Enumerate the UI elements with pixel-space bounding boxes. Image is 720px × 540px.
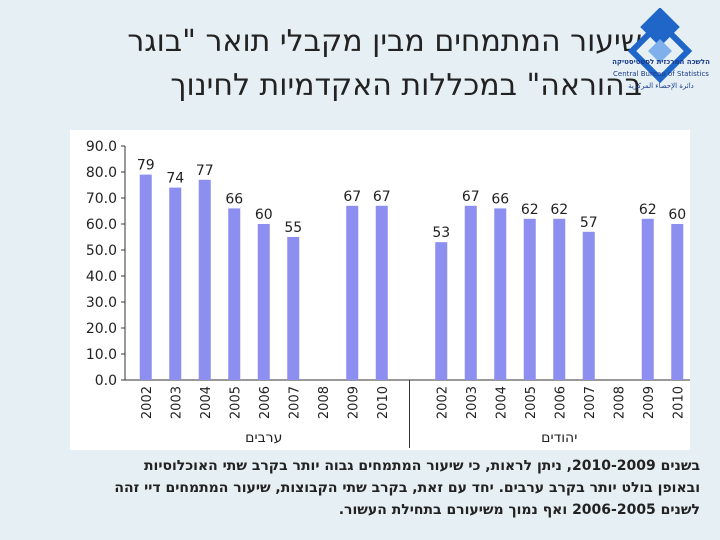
bar-value-label: 67 [343, 189, 361, 205]
bar [553, 218, 566, 380]
bar [257, 224, 270, 380]
bar [464, 205, 477, 380]
y-tick-label: 90.0 [86, 139, 117, 155]
logo-name-he: הלשכה המרכזית לסטטיסטיקה [612, 58, 710, 66]
group-label: ערבים [245, 430, 282, 446]
x-tick-label: 2008 [612, 386, 627, 419]
chart-panel: 90.0 80.0 70.0 60.0 50.0 40.0 30.0 20.0 10.0 0.0 7… [70, 130, 694, 450]
title-line-2: בהוראה" במכללות האקדמיות לחינוך [170, 68, 642, 103]
y-tick-label: 0.0 [95, 373, 117, 389]
x-tick-label: 2009 [346, 386, 361, 419]
bar [228, 208, 241, 380]
bar [582, 231, 595, 380]
bar-value-label: 57 [580, 215, 598, 231]
x-tick-label: 2010 [671, 386, 686, 419]
bar-value-label: 74 [166, 171, 184, 187]
cbs-logo-icon [627, 8, 693, 84]
bar-value-label: 62 [550, 202, 568, 218]
bar-value-label: 67 [373, 189, 391, 205]
x-tick-label: 2005 [524, 386, 539, 419]
x-tick-label: 2004 [494, 386, 509, 419]
x-tick-label: 2007 [287, 386, 302, 419]
bar-chart: 90.0 80.0 70.0 60.0 50.0 40.0 30.0 20.0 10.0 0.0 7… [86, 139, 694, 448]
bar-value-label: 55 [284, 220, 302, 236]
y-tick-label: 20.0 [86, 321, 117, 337]
y-tick-label: 30.0 [86, 295, 117, 311]
bar-value-label: 60 [255, 207, 273, 223]
footnote-line-3: לשנים 2006-2005 ואף נמוך משיעורם בתחילת … [338, 502, 700, 518]
x-tick-label: 2007 [583, 386, 598, 419]
y-tick-label: 70.0 [86, 191, 117, 207]
group-label: יהודים [541, 430, 577, 446]
bar [641, 218, 654, 380]
bar-value-label: 60 [668, 207, 686, 223]
bar-value-label: 77 [196, 163, 214, 179]
x-tick-label: 2005 [228, 386, 243, 419]
bar-value-label: 62 [521, 202, 539, 218]
x-tick-label: 2003 [465, 386, 480, 419]
x-tick-label: 2006 [553, 386, 568, 419]
bar [375, 205, 388, 380]
bar [287, 237, 300, 380]
x-tick-label: 2003 [169, 386, 184, 419]
bar [671, 224, 684, 380]
bar-value-label: 79 [137, 158, 155, 174]
x-tick-label: 2006 [258, 386, 273, 419]
x-tick-label: 2008 [317, 386, 332, 419]
bar [346, 205, 359, 380]
y-tick-label: 50.0 [86, 243, 117, 259]
bar-value-label: 53 [432, 225, 450, 241]
bar [169, 187, 182, 380]
logo-name-en: Central Bureau of Statistics [613, 70, 709, 78]
y-tick-label: 40.0 [86, 269, 117, 285]
y-tick-label: 60.0 [86, 217, 117, 233]
bar-value-label: 67 [462, 189, 480, 205]
y-tick-label: 80.0 [86, 165, 117, 181]
x-tick-label: 2002 [435, 386, 450, 419]
x-tick-label: 2004 [199, 386, 214, 419]
bar [523, 218, 536, 380]
logo-name-ar: دائرة الإحصاء المركزية [628, 82, 694, 90]
title-line-1: שיעור המתמחים מבין מקבלי תואר "בוגר [127, 24, 642, 59]
bar-value-label: 66 [225, 191, 243, 207]
bar [435, 242, 448, 380]
bar [494, 208, 507, 380]
bar [139, 174, 152, 380]
bar-value-label: 62 [639, 202, 657, 218]
x-tick-label: 2009 [642, 386, 657, 419]
x-tick-label: 2002 [140, 386, 155, 419]
x-tick-label: 2010 [376, 386, 391, 419]
footnote-line-1: בשנים 2010-2009, ניתן לראות, כי שיעור המ… [143, 458, 700, 474]
bar [198, 179, 211, 380]
footnote-line-2: ובאופן בולט יותר בקרב ערבים. יחד עם זאת,… [114, 480, 700, 496]
bar-value-label: 66 [491, 191, 509, 207]
y-tick-label: 10.0 [86, 347, 117, 363]
